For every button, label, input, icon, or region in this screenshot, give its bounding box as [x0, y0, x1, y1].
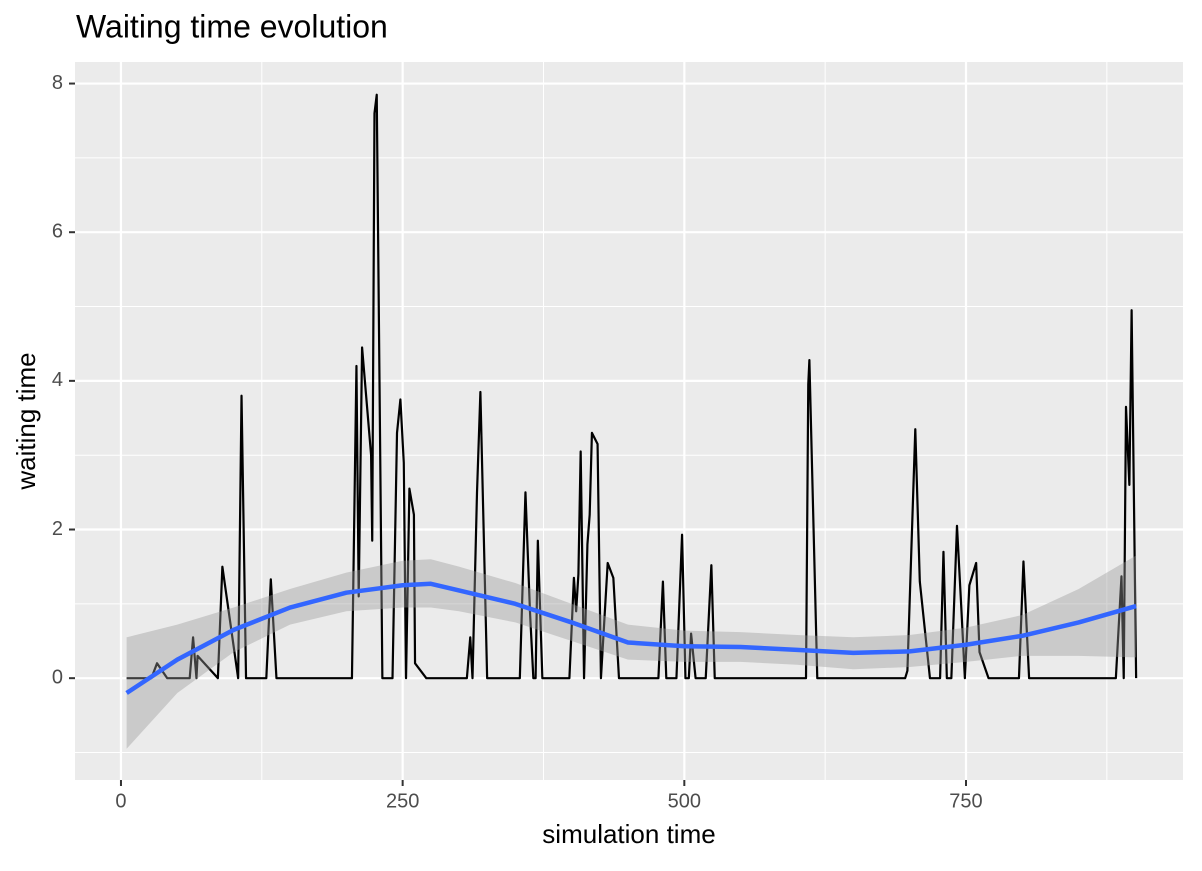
y-tick-label: 4 — [52, 369, 63, 391]
data-line — [126, 93, 1138, 680]
smooth-line — [125, 581, 1137, 695]
y-tick-label: 0 — [52, 666, 63, 688]
confidence-band — [126, 555, 1137, 749]
x-axis-label: simulation time — [542, 819, 715, 849]
y-axis-label: waiting time — [11, 352, 41, 490]
y-tick-label: 8 — [52, 72, 63, 94]
y-tick-label: 2 — [52, 518, 63, 540]
y-tick-label: 6 — [52, 220, 63, 242]
plot-panel — [75, 62, 1183, 780]
x-tick-label: 750 — [949, 790, 982, 812]
x-tick-label: 250 — [386, 790, 419, 812]
x-tick-label: 0 — [115, 790, 126, 812]
x-tick-label: 500 — [668, 790, 701, 812]
chart-title: Waiting time evolution — [76, 8, 388, 44]
